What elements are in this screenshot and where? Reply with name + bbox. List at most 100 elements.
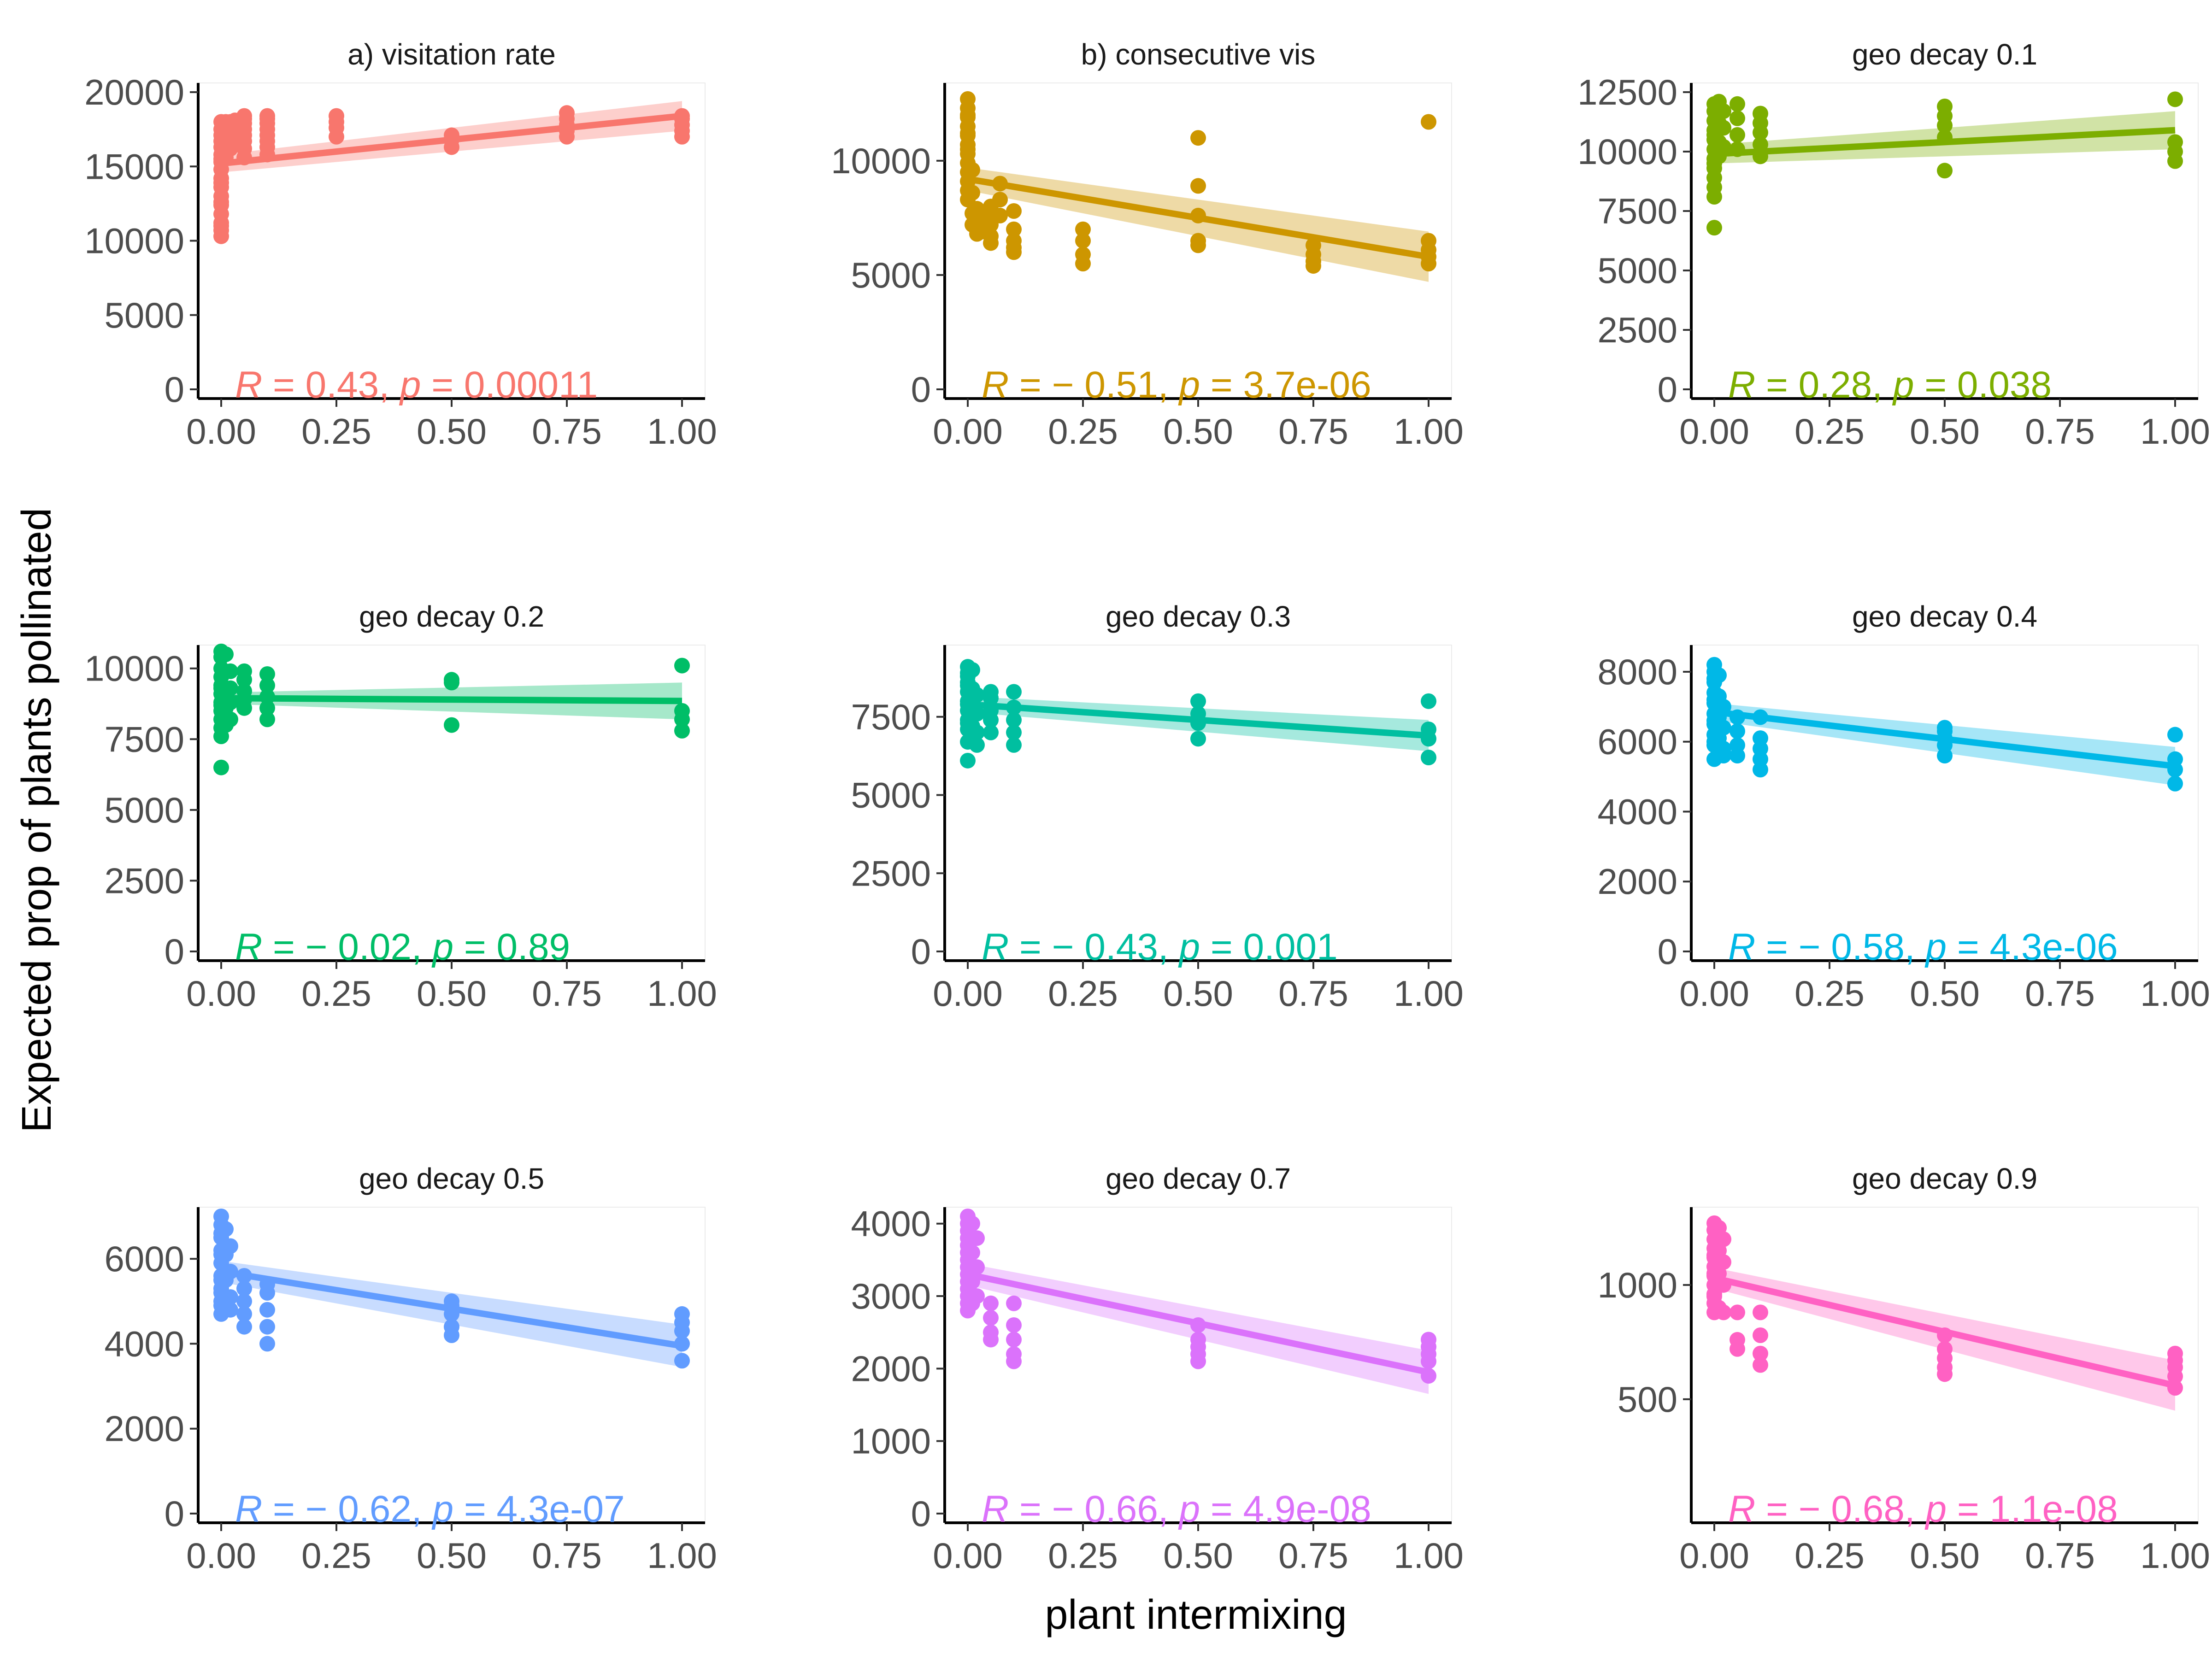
x-tick-label: 1.00 bbox=[2140, 973, 2210, 1014]
data-point bbox=[983, 724, 999, 740]
data-point bbox=[236, 1293, 252, 1309]
data-point bbox=[992, 207, 1008, 223]
x-tick-label: 0.75 bbox=[1278, 411, 1348, 452]
panel-title: b) consecutive vis bbox=[1081, 38, 1316, 71]
stat-annotation-part: = − 0.66, bbox=[1009, 1488, 1179, 1530]
stat-annotation-part: = 0.038 bbox=[1914, 364, 2052, 406]
data-point bbox=[259, 666, 275, 682]
data-point bbox=[1075, 221, 1091, 237]
data-point bbox=[1421, 114, 1436, 130]
data-point bbox=[969, 1230, 985, 1246]
y-tick-label: 10000 bbox=[84, 648, 184, 689]
x-tick-label: 0.00 bbox=[933, 411, 1003, 452]
stat-annotation-part: = 4.9e-08 bbox=[1200, 1488, 1371, 1530]
data-point bbox=[1753, 1345, 1768, 1362]
data-point bbox=[1730, 748, 1745, 764]
panel-9: geo decay 0.9 500 1000 0.00 0.25 0.50 0.75 1.00… bbox=[1597, 1162, 2210, 1576]
x-tick-label: 0.25 bbox=[301, 973, 371, 1014]
data-point bbox=[213, 1209, 229, 1224]
y-tick-label: 2500 bbox=[851, 853, 931, 893]
y-tick-label: 2000 bbox=[1597, 861, 1677, 902]
stat-annotation: R = 0.28, p = 0.038 bbox=[1728, 364, 2052, 406]
stat-annotation-part: p bbox=[1924, 1488, 1947, 1530]
data-point bbox=[1730, 723, 1745, 739]
stat-annotation-part: R bbox=[982, 1488, 1009, 1530]
y-tick-label: 1000 bbox=[851, 1421, 931, 1461]
y-tick-label: 5000 bbox=[851, 255, 931, 295]
x-tick-label: 0.50 bbox=[417, 1535, 487, 1576]
y-tick-label: 0 bbox=[165, 1493, 184, 1534]
stat-annotation-part: R bbox=[1728, 1488, 1755, 1530]
x-tick-label: 0.75 bbox=[532, 1535, 602, 1576]
x-axis-title: plant intermixing bbox=[1045, 1592, 1347, 1638]
y-tick-label: 0 bbox=[911, 931, 931, 972]
data-point bbox=[1730, 127, 1745, 143]
data-point bbox=[1753, 1304, 1768, 1321]
stat-annotation-part: p bbox=[431, 926, 454, 968]
data-point bbox=[236, 1280, 252, 1297]
data-point bbox=[1716, 748, 1731, 764]
x-tick-label: 0.50 bbox=[1163, 411, 1233, 452]
y-tick-label: 2000 bbox=[851, 1348, 931, 1389]
stat-annotation: R = − 0.62, p = 4.3e-07 bbox=[235, 1488, 625, 1530]
data-point bbox=[1190, 237, 1206, 253]
data-point bbox=[969, 687, 985, 703]
data-point bbox=[674, 1353, 690, 1369]
data-point bbox=[1006, 684, 1022, 700]
data-point bbox=[1190, 178, 1206, 194]
data-point bbox=[1730, 1304, 1745, 1321]
panel-background bbox=[1691, 645, 2199, 961]
stat-annotation-part: R bbox=[982, 364, 1009, 406]
stat-annotation: R = 0.43, p = 0.00011 bbox=[235, 364, 598, 406]
regression-line bbox=[967, 1271, 1430, 1376]
data-point bbox=[960, 141, 976, 158]
data-point bbox=[2167, 775, 2183, 792]
stat-annotation-part: = 0.001 bbox=[1200, 926, 1338, 968]
stat-annotation-part: R bbox=[235, 926, 262, 968]
panel-background bbox=[198, 1207, 706, 1523]
data-point bbox=[2167, 134, 2183, 150]
y-tick-label: 0 bbox=[911, 1493, 931, 1534]
data-point bbox=[960, 107, 976, 123]
x-tick-label: 1.00 bbox=[1394, 973, 1464, 1014]
x-tick-label: 1.00 bbox=[1394, 411, 1464, 452]
data-point bbox=[1306, 258, 1321, 274]
x-tick-label: 0.50 bbox=[1910, 1535, 1980, 1576]
y-tick-label: 10000 bbox=[84, 221, 184, 261]
panel-title: geo decay 0.4 bbox=[1852, 600, 2037, 633]
data-point bbox=[965, 162, 980, 178]
data-point bbox=[223, 663, 238, 679]
data-point bbox=[1730, 1341, 1745, 1357]
data-point bbox=[1006, 221, 1022, 237]
stat-annotation-part: p bbox=[399, 364, 421, 406]
x-tick-label: 0.50 bbox=[417, 411, 487, 452]
x-tick-label: 0.75 bbox=[2025, 1535, 2095, 1576]
y-tick-label: 7500 bbox=[1597, 191, 1677, 231]
data-point bbox=[1190, 693, 1206, 709]
x-tick-label: 1.00 bbox=[1394, 1535, 1464, 1576]
y-axis-title: Expected prop of plants pollinated bbox=[14, 508, 60, 1133]
data-point bbox=[1190, 1353, 1206, 1369]
x-tick-label: 0.00 bbox=[186, 1535, 256, 1576]
y-tick-label: 2500 bbox=[1597, 310, 1677, 350]
data-point bbox=[1190, 130, 1206, 146]
data-point bbox=[674, 722, 690, 739]
data-point bbox=[969, 724, 985, 740]
data-point bbox=[965, 1244, 980, 1261]
stat-annotation-part: p bbox=[1178, 364, 1200, 406]
panel-title: a) visitation rate bbox=[347, 38, 556, 71]
panel-title: geo decay 0.1 bbox=[1852, 38, 2037, 71]
stat-annotation-part: = 4.3e-07 bbox=[453, 1488, 625, 1530]
data-point bbox=[236, 663, 252, 679]
y-tick-label: 15000 bbox=[84, 146, 184, 187]
data-point bbox=[674, 711, 690, 728]
regression-line bbox=[220, 1268, 683, 1349]
data-point bbox=[1753, 1357, 1768, 1373]
panel-title: geo decay 0.9 bbox=[1852, 1162, 2037, 1195]
data-point bbox=[1730, 96, 1745, 112]
panel-8: geo decay 0.7 0 1000 2000 3000 4000 0.00 0.25 0.… bbox=[851, 1162, 1463, 1576]
data-point bbox=[236, 1306, 252, 1322]
data-point bbox=[2167, 91, 2183, 107]
panel-6: geo decay 0.4 0 2000 4000 6000 8000 0.00 0.25 0.… bbox=[1597, 600, 2210, 1014]
